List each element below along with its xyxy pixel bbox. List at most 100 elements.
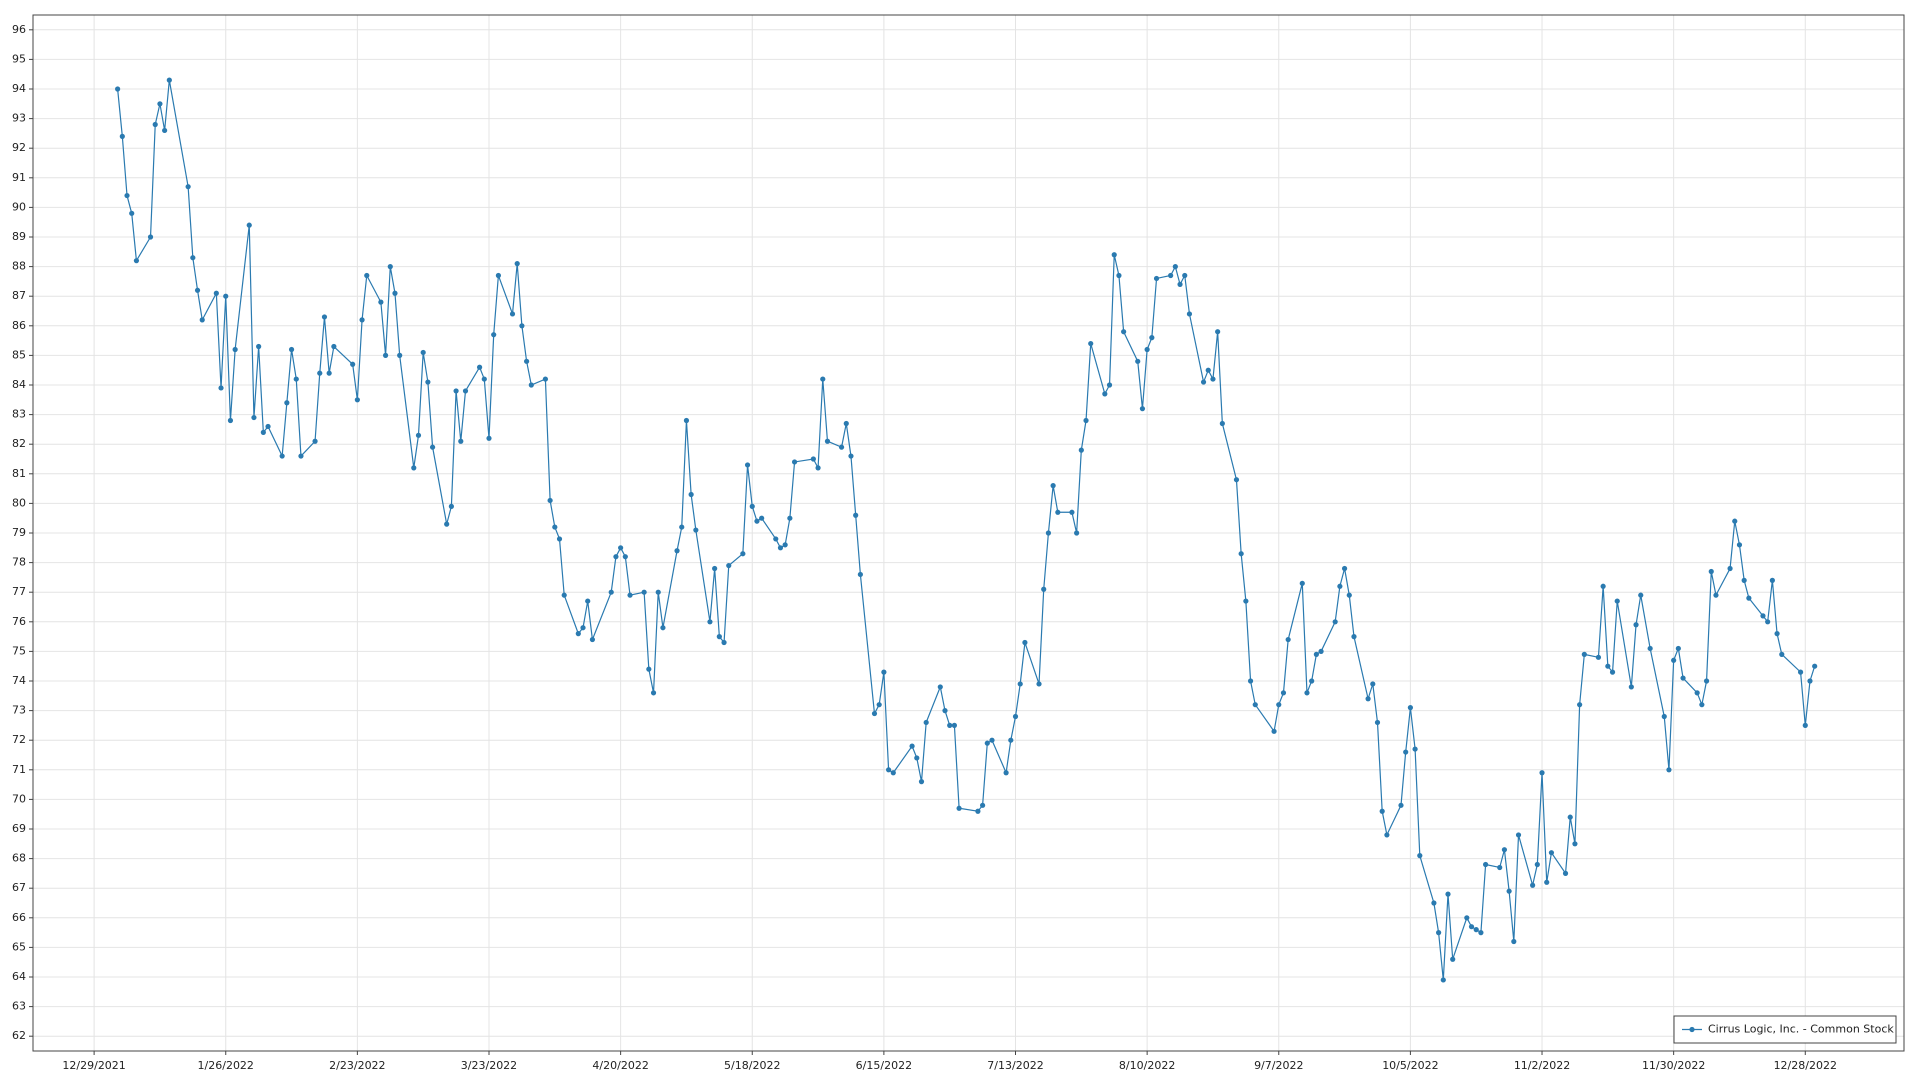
data-point bbox=[115, 86, 121, 92]
data-point bbox=[838, 444, 845, 450]
data-point bbox=[392, 290, 398, 296]
data-point bbox=[491, 332, 497, 338]
data-point bbox=[1562, 870, 1569, 877]
data-point bbox=[909, 743, 915, 749]
data-point bbox=[1746, 595, 1752, 601]
data-point bbox=[1074, 530, 1080, 536]
plot-frame bbox=[32, 14, 1905, 1052]
data-point bbox=[1309, 678, 1315, 684]
y-tick-label: 94 bbox=[12, 82, 26, 95]
data-point bbox=[1271, 728, 1277, 734]
data-point bbox=[129, 210, 135, 216]
data-point bbox=[458, 438, 464, 444]
legend-label: Cirrus Logic, Inc. - Common Stock bbox=[1708, 1023, 1894, 1036]
data-point bbox=[448, 503, 454, 509]
data-point bbox=[674, 548, 680, 554]
data-point bbox=[256, 343, 262, 350]
data-point bbox=[871, 710, 878, 717]
data-point bbox=[1403, 749, 1409, 755]
data-point bbox=[1022, 639, 1028, 646]
data-point bbox=[740, 551, 746, 557]
data-point bbox=[1694, 690, 1700, 696]
data-point bbox=[1609, 669, 1616, 675]
data-point bbox=[331, 343, 337, 350]
data-point bbox=[1572, 841, 1578, 847]
data-point bbox=[989, 737, 995, 743]
x-tick-label: 1/26/2022 bbox=[198, 1059, 254, 1072]
data-point bbox=[787, 515, 793, 521]
data-point bbox=[980, 802, 986, 808]
data-point bbox=[1483, 861, 1489, 868]
y-tick-label: 81 bbox=[12, 467, 26, 480]
data-point bbox=[580, 625, 586, 631]
y-tick-label: 79 bbox=[12, 526, 26, 539]
data-point bbox=[1116, 272, 1122, 279]
y-tick-label: 86 bbox=[12, 319, 26, 332]
data-point bbox=[293, 376, 299, 382]
data-point bbox=[1468, 924, 1475, 930]
data-point bbox=[716, 634, 722, 640]
data-point bbox=[1083, 417, 1089, 424]
x-tick-label: 12/29/2021 bbox=[62, 1059, 125, 1072]
data-point bbox=[1078, 447, 1084, 453]
data-point bbox=[1285, 636, 1291, 643]
data-point bbox=[542, 376, 549, 382]
data-point bbox=[1102, 391, 1108, 397]
x-tick-label: 3/23/2022 bbox=[461, 1059, 517, 1072]
data-point bbox=[777, 545, 784, 551]
data-point bbox=[885, 767, 892, 773]
data-point bbox=[1506, 888, 1512, 894]
y-tick-label: 63 bbox=[12, 1000, 26, 1013]
data-point bbox=[1633, 622, 1639, 628]
data-point bbox=[425, 379, 431, 385]
data-point bbox=[914, 755, 920, 761]
data-point bbox=[1172, 264, 1178, 270]
y-tick-label: 91 bbox=[12, 171, 26, 184]
data-point bbox=[848, 453, 854, 459]
data-point bbox=[1276, 702, 1282, 708]
data-point bbox=[937, 684, 943, 690]
data-point bbox=[575, 631, 581, 637]
data-point bbox=[397, 352, 403, 358]
data-point bbox=[1440, 977, 1446, 983]
x-tick-label: 10/5/2022 bbox=[1382, 1059, 1438, 1072]
data-point bbox=[495, 272, 501, 279]
data-point bbox=[622, 554, 628, 560]
y-tick-label: 75 bbox=[12, 644, 26, 657]
data-point bbox=[350, 361, 356, 367]
data-point bbox=[688, 491, 694, 498]
data-point bbox=[1661, 713, 1667, 720]
data-point bbox=[1003, 770, 1009, 776]
y-tick-label: 83 bbox=[12, 408, 26, 421]
data-point bbox=[1431, 900, 1437, 906]
data-point bbox=[1219, 420, 1225, 427]
y-tick-label: 64 bbox=[12, 970, 26, 983]
data-point bbox=[359, 317, 365, 323]
y-tick-label: 69 bbox=[12, 822, 26, 835]
data-point bbox=[1473, 927, 1479, 933]
data-point bbox=[683, 417, 690, 424]
data-point bbox=[260, 429, 266, 435]
data-point bbox=[1464, 915, 1470, 921]
data-point bbox=[1638, 592, 1644, 598]
data-point bbox=[726, 562, 732, 569]
data-point bbox=[815, 465, 821, 471]
data-point bbox=[1539, 770, 1545, 776]
y-tick-label: 73 bbox=[12, 704, 26, 717]
data-point bbox=[246, 222, 252, 228]
data-point bbox=[1233, 477, 1240, 483]
data-point bbox=[411, 465, 417, 471]
data-point bbox=[223, 293, 229, 299]
y-tick-label: 80 bbox=[12, 496, 26, 509]
data-point bbox=[1671, 657, 1677, 663]
data-point bbox=[810, 456, 816, 462]
data-point bbox=[1210, 376, 1216, 382]
data-point bbox=[199, 317, 205, 323]
y-tick-label: 95 bbox=[12, 52, 26, 65]
data-point bbox=[298, 453, 304, 459]
y-tick-label: 72 bbox=[12, 733, 26, 746]
data-point bbox=[486, 435, 492, 441]
data-point bbox=[1511, 938, 1517, 945]
data-point bbox=[1200, 379, 1207, 385]
